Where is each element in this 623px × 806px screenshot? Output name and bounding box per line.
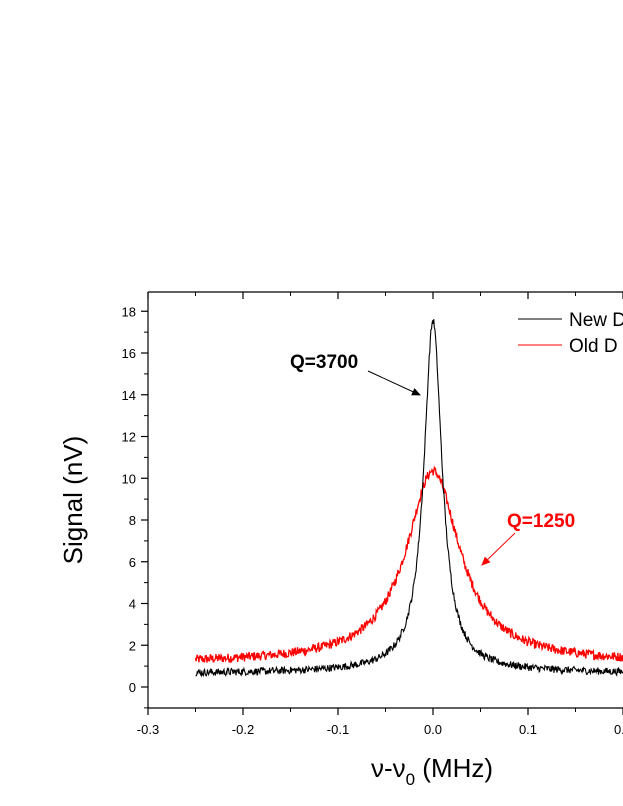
series-line-new-d xyxy=(195,319,623,678)
legend-label-new-d: New D xyxy=(569,310,623,331)
x-tick-label: -0.3 xyxy=(137,722,159,737)
x-axis-title-main: ν-ν xyxy=(371,753,406,783)
annotation-q-new-label: Q=3700 xyxy=(290,352,358,373)
x-tick-label: 0.1 xyxy=(519,722,537,737)
annotation-q-new: Q=3700 xyxy=(290,352,421,396)
annotation-q-old-arrow xyxy=(481,532,516,566)
series-line-old-d xyxy=(194,465,623,664)
x-tick-label: -0.2 xyxy=(232,722,254,737)
legend-label-old-d: Old D xyxy=(569,336,618,357)
legend: New D Old D xyxy=(518,310,623,357)
x-tick-label: -0.1 xyxy=(327,722,349,737)
y-axis-title: Signal (nV) xyxy=(58,436,88,565)
y-tick-label: 8 xyxy=(129,513,136,528)
y-tick-label: 18 xyxy=(122,304,136,319)
plot-area xyxy=(194,319,623,678)
x-axis-title-unit: (MHz) xyxy=(415,753,493,783)
y-tick-label: 16 xyxy=(122,346,136,361)
y-tick-label: 2 xyxy=(129,638,136,653)
x-axis-title-subscript: 0 xyxy=(406,770,415,789)
x-tick-label: 0.0 xyxy=(424,722,442,737)
y-ticks: 0 2 4 6 8 10 12 14 16 18 xyxy=(122,304,148,709)
y-tick-label: 4 xyxy=(129,597,136,612)
x-tick-label: 0.2 xyxy=(614,722,623,737)
x-ticks: -0.3 -0.2 -0.1 0.0 0.1 0.2 xyxy=(137,292,623,737)
y-tick-label: 14 xyxy=(122,388,136,403)
x-axis-title: ν-ν0 (MHz) xyxy=(371,753,493,789)
annotation-q-old: Q=1250 xyxy=(481,511,575,566)
y-tick-label: 0 xyxy=(129,680,136,695)
y-tick-label: 10 xyxy=(122,471,136,486)
y-tick-label: 12 xyxy=(122,430,136,445)
annotation-q-new-arrow xyxy=(367,370,421,396)
y-tick-label: 6 xyxy=(129,555,136,570)
annotation-q-old-label: Q=1250 xyxy=(507,511,575,532)
